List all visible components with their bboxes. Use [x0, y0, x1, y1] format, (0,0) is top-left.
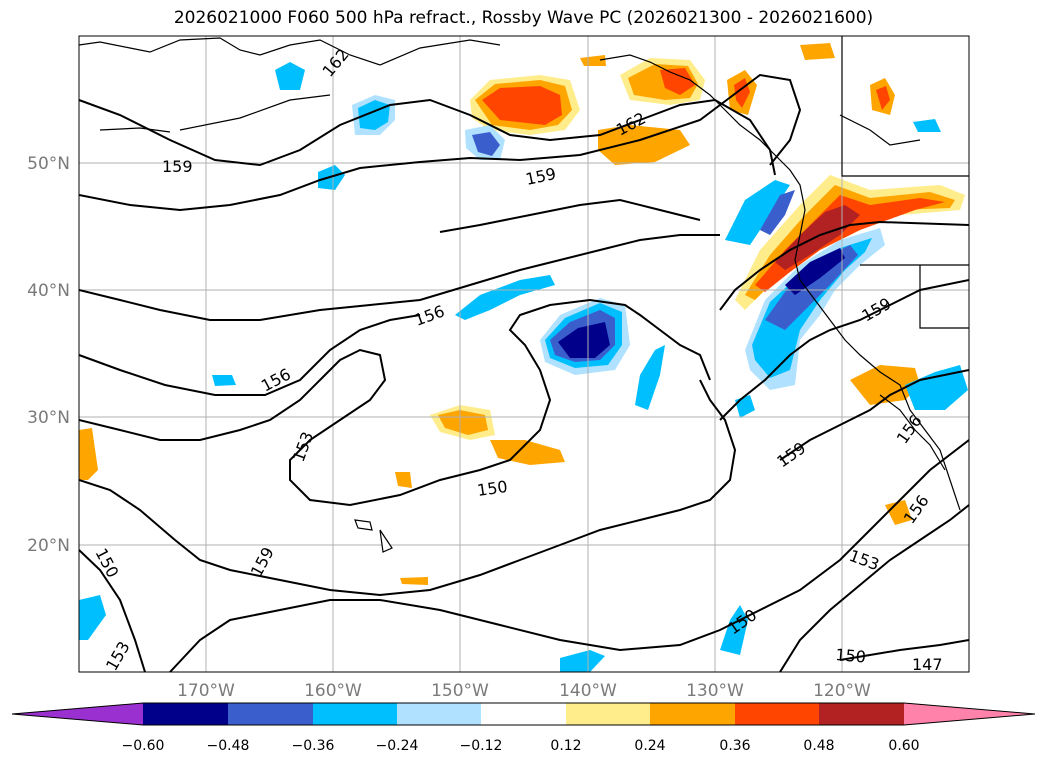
colorbar-tick: −0.36: [292, 738, 335, 754]
plot-area: [79, 36, 969, 672]
lon-label: 150°W: [431, 681, 489, 701]
lon-label: 160°W: [304, 681, 362, 701]
colorbar-swatch: [143, 703, 228, 725]
contour-label: 150: [835, 645, 867, 667]
colorbar-tick: −0.12: [460, 738, 503, 754]
lat-label: 20°N: [27, 536, 70, 556]
colorbar-extend-high: [904, 703, 1035, 725]
colorbar-swatch: [481, 703, 566, 725]
gridlines: [79, 36, 969, 672]
colorbar-swatch: [735, 703, 819, 725]
colorbar-tick: 0.48: [803, 738, 834, 754]
colorbar-tick: −0.48: [207, 738, 250, 754]
contours: [79, 73, 969, 672]
colorbar-tick: 0.60: [888, 738, 919, 754]
contour-label: 159: [162, 157, 193, 176]
contour-label: 150: [476, 477, 509, 500]
colorbar-ticks: −0.60 −0.48 −0.36 −0.24 −0.12 0.12 0.24 …: [122, 738, 920, 754]
colorbar-swatch: [566, 703, 650, 725]
latitude-labels: 50°N 40°N 30°N 20°N: [27, 154, 70, 556]
colorbar-tick: −0.60: [122, 738, 165, 754]
colorbar-swatch: [228, 703, 313, 725]
colorbar-swatch: [397, 703, 481, 725]
lat-label: 30°N: [27, 408, 70, 428]
coastlines: [79, 36, 969, 553]
colorbar-tick: −0.24: [376, 738, 419, 754]
colorbar-extend-low: [12, 703, 143, 725]
map-title: 2026021000 F060 500 hPa refract., Rossby…: [173, 8, 874, 28]
plot-frame: [78, 35, 970, 673]
lat-label: 50°N: [27, 154, 70, 174]
longitude-labels: 170°W 160°W 150°W 140°W 130°W 120°W: [177, 681, 871, 701]
lon-label: 120°W: [813, 681, 871, 701]
colorbar: [11, 702, 1036, 726]
lon-label: 140°W: [559, 681, 617, 701]
lat-label: 40°N: [27, 281, 70, 301]
colorbar-swatch: [313, 703, 397, 725]
colorbar-swatch: [650, 703, 735, 725]
lon-label: 170°W: [177, 681, 235, 701]
lon-label: 130°W: [686, 681, 744, 701]
colorbar-tick: 0.36: [719, 738, 750, 754]
colorbar-swatch: [819, 703, 904, 725]
colorbar-tick: 0.24: [634, 738, 665, 754]
contour-label: 147: [912, 655, 943, 674]
colorbar-tick: 0.12: [550, 738, 581, 754]
